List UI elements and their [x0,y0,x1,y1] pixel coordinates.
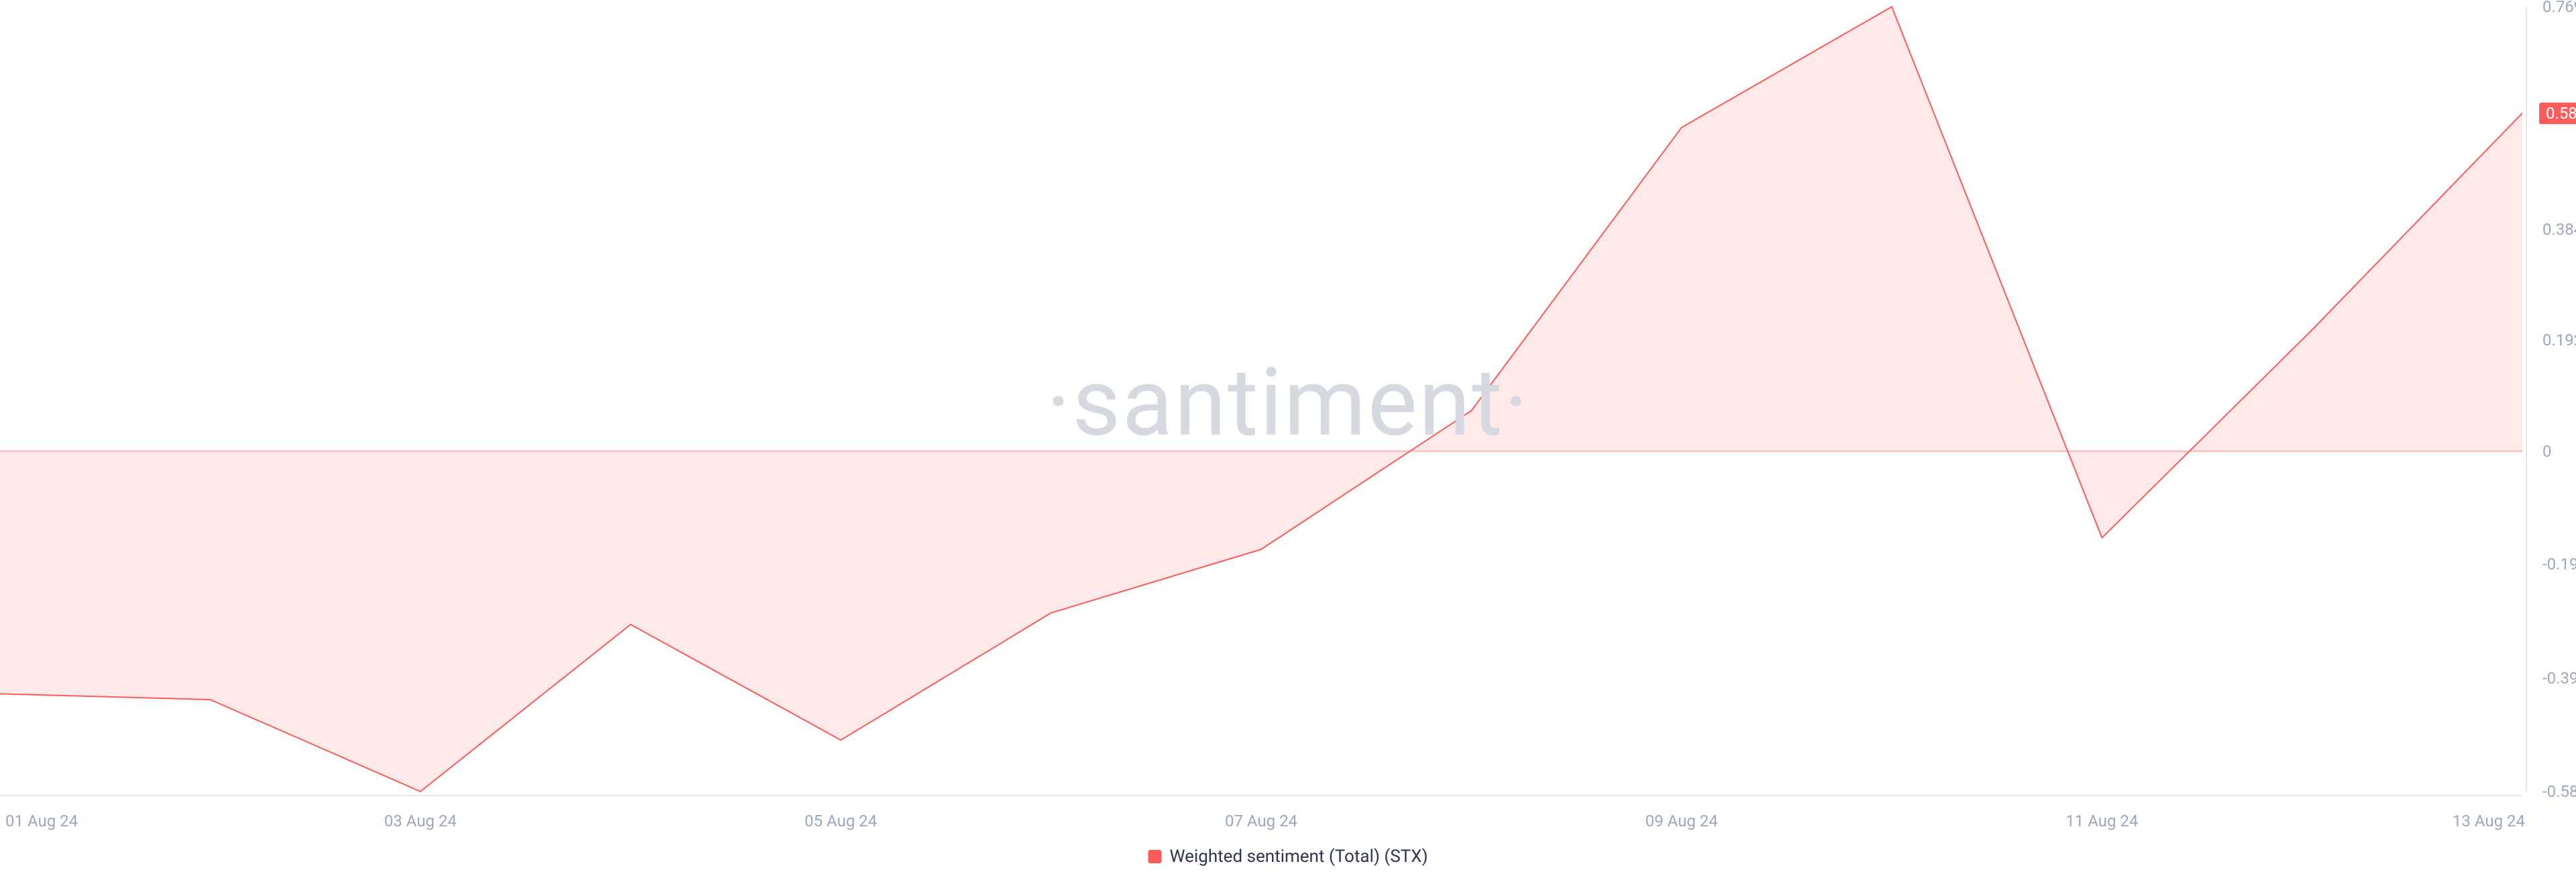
x-tick-label: 13 Aug 24 [2453,812,2525,830]
x-tick-label: 11 Aug 24 [2065,812,2138,830]
sentiment-chart: ·santiment· 01 Aug 2403 Aug 2405 Aug 240… [0,0,2576,872]
x-tick-label: 01 Aug 24 [5,812,78,830]
x-tick-label: 09 Aug 24 [1646,812,1718,830]
legend: Weighted sentiment (Total) (STX) [1148,847,1428,867]
current-value-badge: 0.585 [2539,103,2576,124]
legend-swatch [1148,850,1161,863]
y-tick-label: -0.196 [2542,555,2576,574]
y-tick-label: 0.769 [2542,0,2576,16]
x-tick-label: 03 Aug 24 [384,812,457,830]
y-tick-label: 0.384 [2542,220,2576,239]
plot-svg [0,0,2576,872]
y-tick-label: -0.393 [2542,669,2576,688]
legend-label: Weighted sentiment (Total) (STX) [1169,847,1428,867]
y-tick-label: 0.192 [2542,331,2576,349]
y-tick-label: -0.589 [2542,782,2576,801]
x-tick-label: 07 Aug 24 [1225,812,1297,830]
x-tick-label: 05 Aug 24 [804,812,877,830]
y-tick-label: 0 [2542,442,2552,461]
